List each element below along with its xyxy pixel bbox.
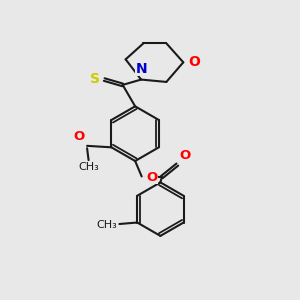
Text: O: O: [189, 55, 200, 69]
Text: CH₃: CH₃: [96, 220, 117, 230]
Text: O: O: [180, 149, 191, 162]
Text: O: O: [74, 130, 85, 143]
Text: S: S: [90, 72, 100, 86]
Text: N: N: [136, 62, 147, 76]
Text: O: O: [146, 170, 158, 184]
Text: CH₃: CH₃: [78, 163, 99, 172]
